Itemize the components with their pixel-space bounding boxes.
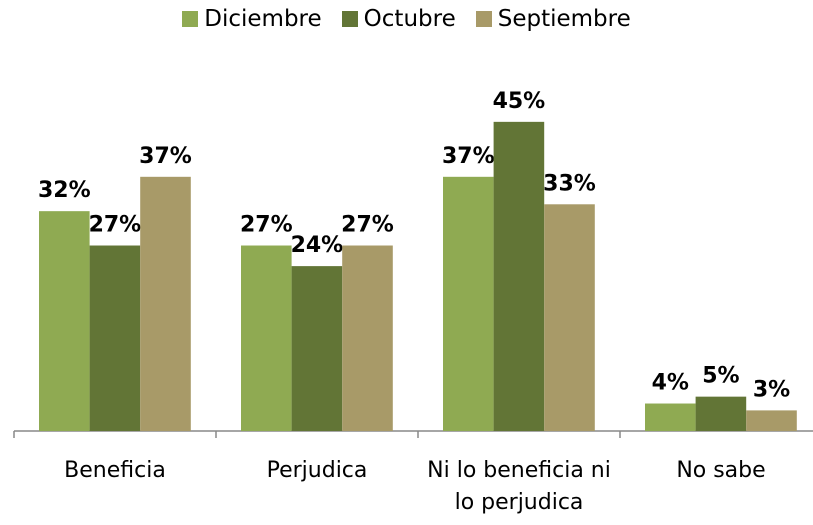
data-label: 37% <box>139 144 192 169</box>
legend-swatch <box>182 11 199 27</box>
bar <box>443 176 494 431</box>
bar <box>695 396 747 431</box>
legend: Diciembre Octubre Septiembre <box>0 6 813 32</box>
bar <box>746 410 797 431</box>
bar <box>493 121 545 431</box>
data-label: 4% <box>652 371 689 396</box>
legend-swatch <box>475 11 492 27</box>
bar <box>291 266 343 431</box>
data-label: 27% <box>341 213 394 238</box>
data-label: 27% <box>89 213 142 238</box>
data-label: 32% <box>38 178 91 203</box>
legend-label: Octubre <box>363 6 456 32</box>
x-tick-label: No sabe <box>676 458 766 483</box>
legend-swatch <box>341 11 358 27</box>
data-label: 27% <box>240 213 293 238</box>
x-tick-label: Perjudica <box>266 458 368 483</box>
bar <box>39 211 90 431</box>
bar <box>645 403 696 431</box>
data-label: 33% <box>543 171 596 196</box>
data-label: 37% <box>442 144 495 169</box>
legend-item: Diciembre <box>182 6 322 32</box>
data-label: 24% <box>291 233 344 258</box>
data-label: 45% <box>493 89 546 114</box>
bar <box>89 245 141 431</box>
bar <box>140 176 191 431</box>
legend-item: Septiembre <box>475 6 631 32</box>
data-label: 3% <box>753 377 790 402</box>
legend-label: Septiembre <box>497 6 631 32</box>
data-label: 5% <box>702 364 739 389</box>
x-tick-label: Ni lo beneficia ni lo perjudica <box>427 458 611 515</box>
legend-item: Octubre <box>341 6 456 32</box>
bar <box>241 245 292 431</box>
x-tick-label: Beneficia <box>64 458 166 483</box>
bar <box>342 245 393 431</box>
legend-label: Diciembre <box>204 6 322 32</box>
bar <box>544 204 595 431</box>
